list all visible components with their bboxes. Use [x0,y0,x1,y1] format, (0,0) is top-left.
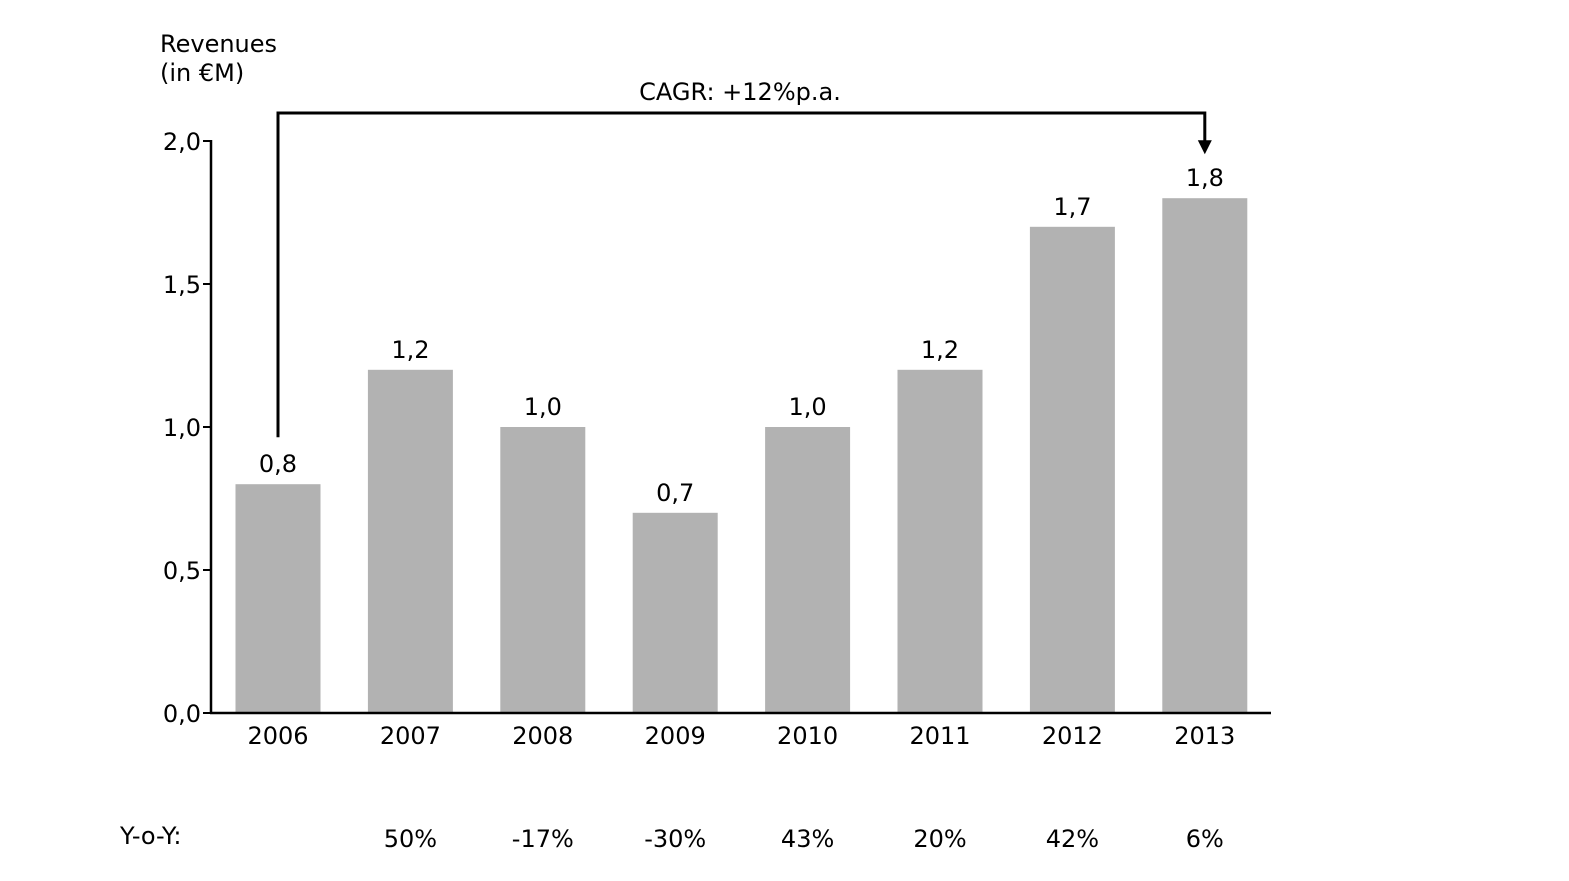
x-tick-label: 2006 [247,722,308,750]
x-tick-label: 2008 [512,722,573,750]
data-label-2013: 1,8 [1186,164,1224,192]
yoy-value-2011: 20% [913,825,966,853]
bar-2007 [367,369,453,713]
x-tick-label: 2012 [1042,722,1103,750]
yoy-value-2008: -17% [512,825,574,853]
cagr-arrow-head [1197,140,1212,155]
yoy-value-2007: 50% [384,825,437,853]
data-label-2007: 1,2 [391,336,429,364]
y-tick-label: 0,5 [163,557,201,585]
y-tick-label: 2,0 [163,128,201,156]
y-axis-label-line-1: Revenues [160,30,278,58]
bar-2009 [632,512,718,713]
y-tick-label: 1,0 [163,414,201,442]
x-tick-label: 2009 [645,722,706,750]
cagr-annotation-label: CAGR: +12%p.a. [639,78,841,106]
bar-2011 [897,369,983,713]
yoy-value-2013: 6% [1186,825,1224,853]
data-label-2006: 0,8 [259,450,297,478]
yoy-value-2012: 42% [1046,825,1099,853]
x-tick-label: 2011 [909,722,970,750]
y-tick-label: 1,5 [163,271,201,299]
y-tick-label: 0,0 [163,700,201,728]
data-label-2008: 1,0 [524,393,562,421]
bar-2010 [765,427,851,713]
data-label-2011: 1,2 [921,336,959,364]
cagr-bracket-line [276,111,1207,438]
bar-2013 [1162,198,1248,713]
bar-2006 [235,484,321,713]
yoy-value-2010: 43% [781,825,834,853]
data-label-2009: 0,7 [656,479,694,507]
y-axis-label-line-2: (in €M) [160,59,245,87]
x-tick-label: 2007 [380,722,441,750]
bar-2008 [500,427,586,713]
yoy-row-title: Y-o-Y: [120,822,182,850]
bar-2012 [1029,226,1115,714]
data-label-2010: 1,0 [789,393,827,421]
x-tick-label: 2010 [777,722,838,750]
data-label-2012: 1,7 [1053,193,1091,221]
x-tick-label: 2013 [1174,722,1235,750]
yoy-value-2009: -30% [644,825,706,853]
